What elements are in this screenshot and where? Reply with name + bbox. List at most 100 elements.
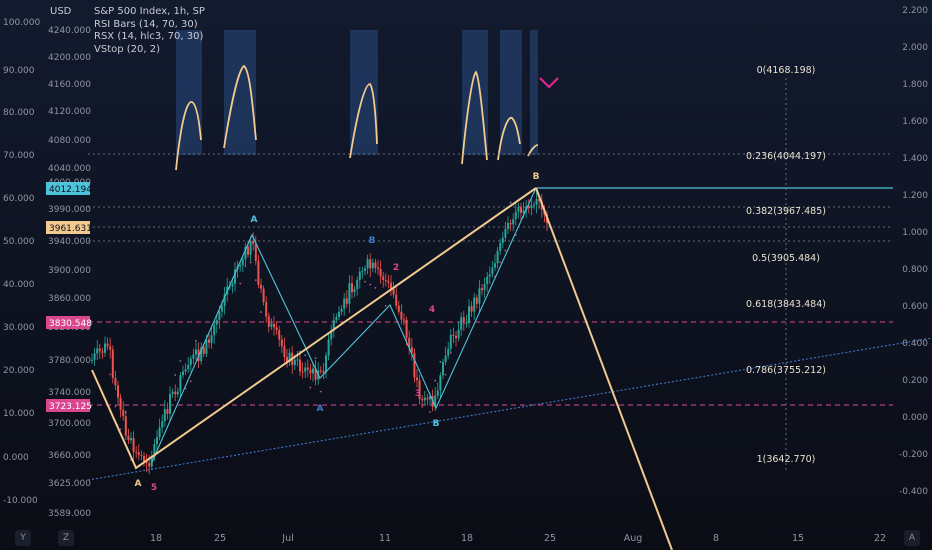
- candle-body: [171, 391, 174, 395]
- wave-projection-line: [535, 187, 673, 550]
- candle-body: [332, 320, 335, 331]
- x-tick: 22: [874, 533, 886, 544]
- rsi-band: [530, 30, 538, 155]
- candle-body: [143, 455, 145, 462]
- corner-button[interactable]: Z: [58, 530, 74, 546]
- price-tag-bg: [46, 316, 90, 329]
- wave-label: A: [251, 215, 258, 225]
- auto-scale-button[interactable]: A: [904, 530, 920, 546]
- candle-body: [351, 283, 353, 293]
- right-tick: 0.200: [902, 376, 928, 386]
- candle-body: [137, 452, 140, 456]
- rsi-tick: 40.000: [3, 280, 35, 290]
- price-tick: 4040.000: [48, 164, 91, 174]
- x-tick: 25: [214, 533, 226, 544]
- legend-indicator[interactable]: RSI Bars (14, 70, 30): [94, 18, 198, 30]
- candle-body: [358, 271, 361, 280]
- fib-label: 1(3642.770): [757, 454, 816, 465]
- candle-body: [252, 240, 255, 245]
- rsi-tick: 10.000: [3, 409, 35, 419]
- candle-body: [208, 339, 210, 343]
- wave-lines: [91, 187, 673, 550]
- vstop-dot: [499, 261, 502, 264]
- candle-body: [273, 323, 275, 328]
- candle-body: [187, 364, 190, 370]
- candle-body: [507, 223, 509, 230]
- rsi-axis[interactable]: 100.000 90.000 80.000 70.000 60.000 50.000 40.…: [3, 18, 40, 506]
- candle-body: [109, 346, 112, 350]
- candle-body: [439, 375, 442, 391]
- vstop-dot: [509, 201, 512, 204]
- arrow-down-icon: [539, 77, 559, 89]
- candle-body: [494, 263, 496, 268]
- right-axis[interactable]: 2.200 2.000 1.800 1.600 1.400 1.200 1.000 0.800…: [899, 6, 928, 497]
- candle-body: [429, 396, 431, 400]
- x-tick: Aug: [624, 533, 643, 544]
- price-tick: 4200.000: [48, 53, 91, 63]
- candle-body: [397, 305, 400, 312]
- candle-body: [98, 348, 101, 352]
- candle-body: [278, 330, 281, 340]
- time-axis[interactable]: 18 25 Jul 11 18 25 Aug 8 15 22: [150, 533, 886, 544]
- candle-body: [436, 390, 439, 396]
- vstop-dot: [504, 249, 507, 252]
- candle-body: [475, 297, 478, 304]
- wave-label: 4: [429, 305, 435, 315]
- legend-indicator[interactable]: RSX (14, hlc3, 70, 30): [94, 31, 204, 42]
- vstop-dots: [109, 201, 517, 461]
- candle-body: [379, 268, 382, 277]
- candle-body: [182, 371, 184, 376]
- rsx-curve: [175, 101, 202, 171]
- candle-body: [124, 416, 127, 436]
- candle-body: [304, 367, 307, 372]
- corner-button[interactable]: Y: [15, 530, 31, 546]
- candle-body: [400, 311, 403, 320]
- wave-label: B: [369, 236, 376, 246]
- vstop-dot: [364, 280, 366, 283]
- x-tick: 18: [461, 533, 473, 544]
- legend-indicator[interactable]: VStop (20, 2): [94, 43, 161, 55]
- rsi-tick: 100.000: [3, 18, 40, 28]
- vstop-dot: [119, 428, 122, 431]
- candle-body: [374, 262, 377, 268]
- candle-body: [119, 397, 122, 410]
- candle-body: [205, 339, 208, 354]
- candle-body: [122, 409, 125, 417]
- candle-body: [418, 380, 421, 400]
- candle-body: [202, 347, 205, 354]
- candle-body: [483, 284, 486, 291]
- right-tick: 1.800: [902, 80, 928, 90]
- candle-body: [132, 438, 135, 452]
- candle-body: [527, 206, 530, 209]
- reference-lines: [88, 78, 893, 470]
- vstop-dot: [174, 374, 177, 376]
- price-tick: 4240.000: [48, 26, 91, 36]
- price-tag: 3723.125: [49, 402, 92, 412]
- rsi-tick: 70.000: [3, 151, 35, 161]
- candle-body: [330, 330, 333, 340]
- candle-body: [106, 343, 109, 347]
- candle-body: [327, 339, 330, 356]
- candle-body: [148, 463, 151, 467]
- candle-body: [371, 262, 374, 269]
- rsx-curve: [461, 70, 488, 165]
- candle-body: [322, 370, 325, 373]
- fib-labels: 0(4168.198) 0.236(4044.197) 0.382(3967.4…: [746, 65, 826, 465]
- rsi-tick: 50.000: [3, 237, 35, 247]
- right-tick: 2.000: [902, 43, 928, 53]
- candle-body: [309, 369, 312, 374]
- right-tick: -0.200: [899, 450, 928, 460]
- fib-label: 0.382(3967.485): [746, 206, 826, 217]
- candle-body: [189, 358, 192, 365]
- candle-body: [174, 391, 177, 395]
- candle-body: [455, 335, 457, 339]
- price-tick: 3900.000: [48, 266, 91, 276]
- wave-label: 3: [415, 389, 421, 399]
- candle-body: [215, 319, 218, 325]
- candle-body: [96, 348, 99, 354]
- right-tick: 1.200: [902, 191, 928, 201]
- price-tick: 3625.000: [48, 479, 91, 489]
- candle-body: [260, 284, 262, 289]
- candle-body: [382, 276, 385, 280]
